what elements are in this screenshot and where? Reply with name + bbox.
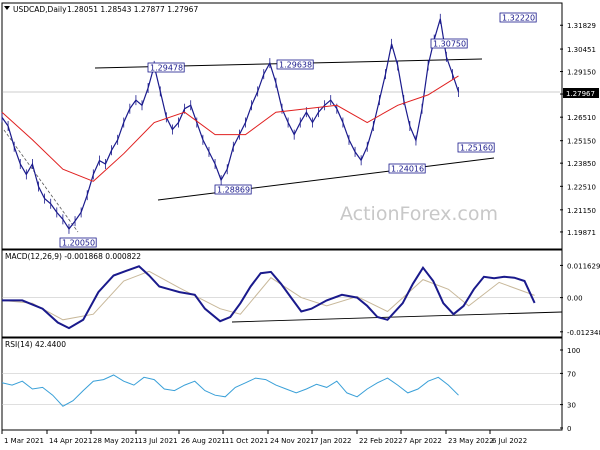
dashed-trendline xyxy=(3,129,79,233)
rsi-line xyxy=(1,374,459,407)
rsi-title: RSI(14) 42.4400 xyxy=(5,340,66,349)
macd-trendline xyxy=(231,311,563,323)
price-tick-label: 1.22510 xyxy=(567,183,596,191)
macd-tick-label: -0.012348 xyxy=(567,329,600,337)
price-tick-label: 1.21150 xyxy=(567,207,596,215)
lower-trendline xyxy=(157,157,495,201)
level-annotation-box xyxy=(388,163,426,174)
moving-average-line xyxy=(1,75,459,182)
price-tick-label: 1.29150 xyxy=(567,69,596,77)
x-tick-label: 13 Jul 2021 xyxy=(138,437,178,445)
symbol-title: USDCAD,Daily xyxy=(13,5,67,14)
level-annotation-box xyxy=(457,142,495,153)
x-tick-label: 14 Apr 2021 xyxy=(49,437,92,445)
x-tick-label: 24 Nov 2021 xyxy=(270,437,315,445)
x-tick-label: 6 Jul 2022 xyxy=(492,437,527,445)
last-price-box xyxy=(563,88,599,98)
last-price-label: 1.27967 xyxy=(566,90,595,98)
level-annotation-box xyxy=(430,38,468,49)
rsi-tick-label: 70 xyxy=(567,370,576,378)
x-tick-label: 28 May 2021 xyxy=(93,437,139,445)
price-tick-label: 1.26510 xyxy=(567,114,596,122)
price-panel xyxy=(1,2,563,250)
level-annotation-box xyxy=(276,59,314,70)
level-annotation-box xyxy=(59,237,97,248)
level-annotation-label: 1.30750 xyxy=(433,40,466,49)
price-tick-label: 1.25150 xyxy=(567,138,596,146)
macd-panel xyxy=(1,249,563,338)
level-annotation-box xyxy=(147,62,185,73)
level-annotation-label: 1.28869 xyxy=(217,186,250,195)
x-tick-label: 7 Jan 2022 xyxy=(314,437,352,445)
price-tick-label: 1.30451 xyxy=(567,46,596,54)
level-annotation-box xyxy=(214,184,252,195)
ohlc-readout: 1.28051 1.28543 1.27877 1.27967 xyxy=(67,5,198,14)
macd-line xyxy=(2,265,536,330)
level-annotation-label: 1.24016 xyxy=(391,165,424,174)
x-tick-label: 23 May 2022 xyxy=(448,437,494,445)
price-tick-label: 1.19871 xyxy=(567,229,596,237)
level-annotation-label: 1.20050 xyxy=(62,239,95,248)
x-tick-label: 7 Apr 2022 xyxy=(403,437,442,445)
level-annotation-label: 1.25160 xyxy=(460,144,493,153)
macd-signal-line xyxy=(1,270,535,321)
level-annotation-label: 1.29478 xyxy=(150,64,183,73)
x-tick-label: 22 Feb 2022 xyxy=(359,437,403,445)
level-annotation-label: 1.32220 xyxy=(502,14,535,23)
level-annotation-label: 1.29638 xyxy=(279,61,312,70)
x-tick-label: 11 Oct 2021 xyxy=(225,437,268,445)
watermark: ActionForex.com xyxy=(340,203,498,225)
x-tick-label: 1 Mar 2021 xyxy=(4,437,44,445)
rsi-tick-label: 100 xyxy=(567,347,580,355)
date-x-axis: 1 Mar 2021 14 Apr 2021 28 May 2021 13 Jul 2… xyxy=(1,430,527,445)
rsi-panel xyxy=(1,337,563,431)
macd-tick-label: 0.011629 xyxy=(567,262,600,270)
price-tick-label: 1.23850 xyxy=(567,160,596,168)
price-y-axis: 1.318291.304511.291501.278491.265101.251… xyxy=(560,22,596,237)
rsi-tick-label: 30 xyxy=(567,402,576,410)
rsi-tick-label: 0 xyxy=(567,425,571,433)
macd-title: MACD(12,26,9) -0.001868 0.000822 xyxy=(5,252,141,261)
price-series-line xyxy=(1,18,460,230)
price-tick-label: 1.31829 xyxy=(567,22,596,30)
collapse-triangle-icon[interactable] xyxy=(4,6,10,10)
level-annotation-box xyxy=(499,12,537,23)
x-tick-label: 26 Aug 2021 xyxy=(181,437,226,445)
macd-y-axis: 0.011629 0.00 -0.012348 xyxy=(560,262,600,337)
rsi-y-axis: 100 70 30 0 xyxy=(560,347,580,433)
macd-tick-label: 0.00 xyxy=(567,295,583,303)
